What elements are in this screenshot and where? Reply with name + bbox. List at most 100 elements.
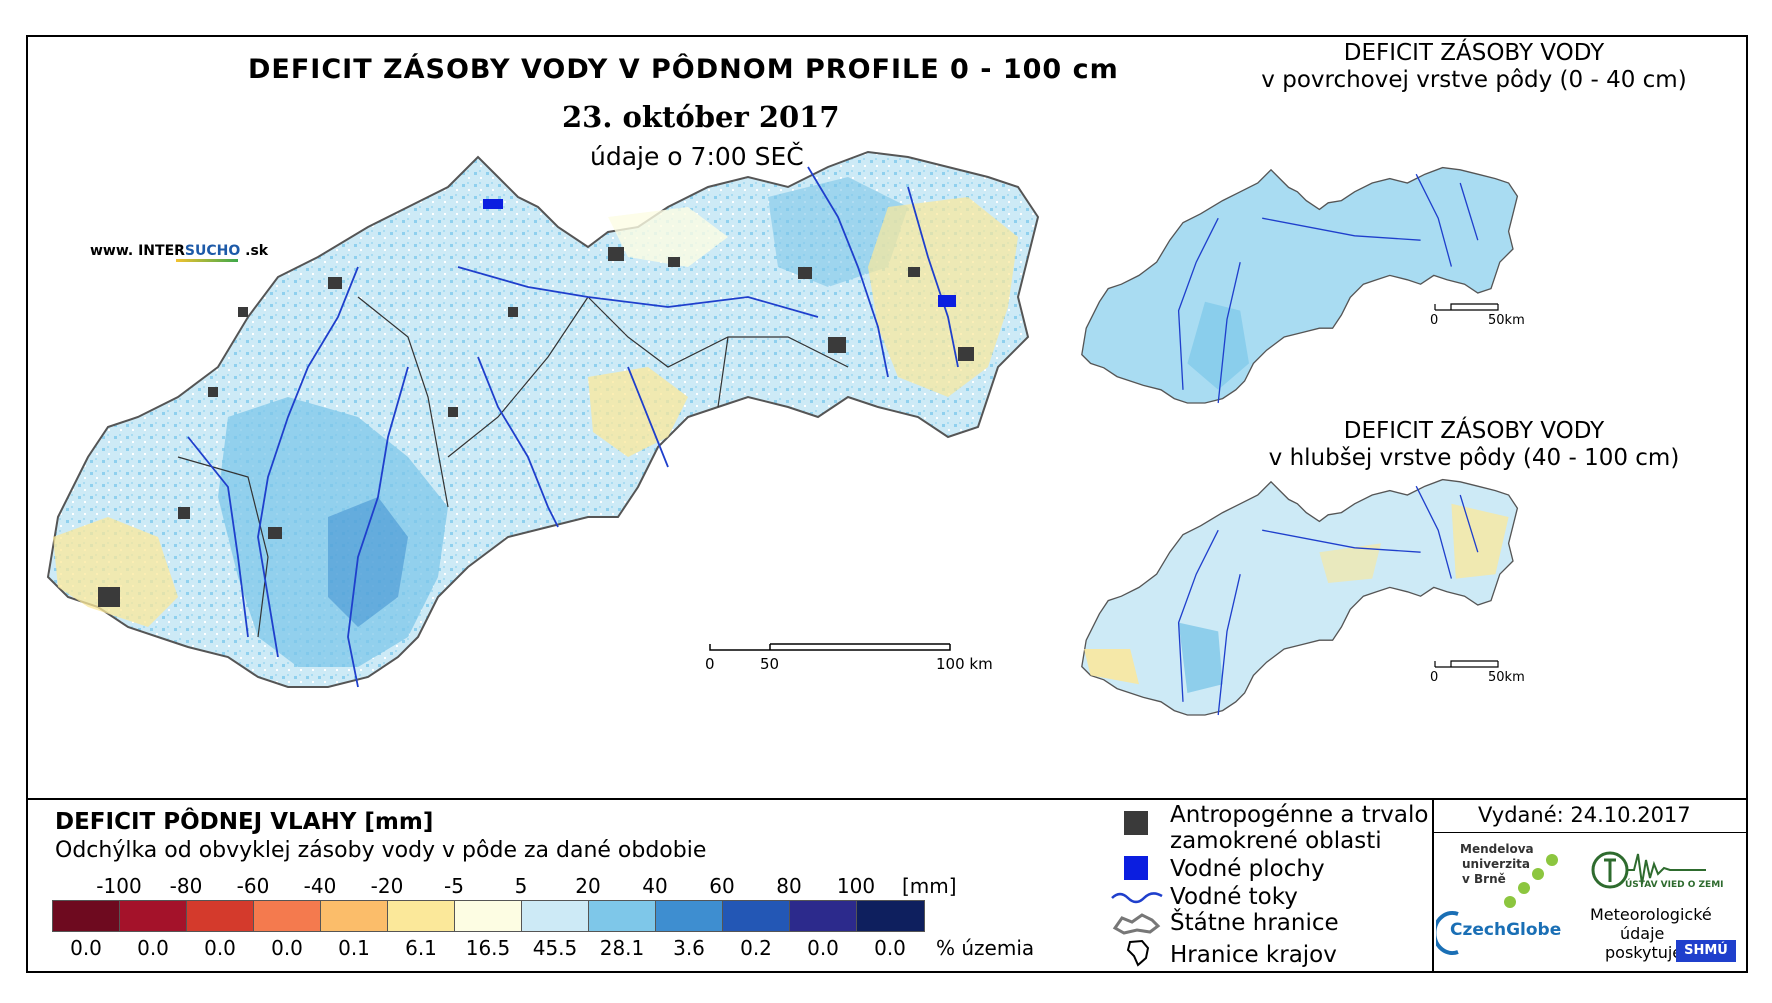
urban-area-label-line2: zamokrené oblasti <box>1170 828 1382 854</box>
legend-percent-label: 28.1 <box>599 936 645 960</box>
river-symbol <box>1111 892 1163 904</box>
legend-break-label: 5 <box>514 874 528 898</box>
legend-percent-label: 0.0 <box>807 936 839 960</box>
inset-top-scale-label-0: 0 <box>1430 313 1439 328</box>
legend-break-label: -100 <box>96 874 142 898</box>
legend-break-label: 60 <box>709 874 735 898</box>
legend-title: DEFICIT PÔDNEJ VLAHY [mm] <box>55 809 434 835</box>
legend-color-swatch <box>120 901 187 931</box>
rivers-main <box>187 166 959 688</box>
legend-percent-unit: % územia <box>936 936 1035 960</box>
main-scale-label-100: 100 km <box>936 655 993 673</box>
legend-percent-label: 0.2 <box>740 936 772 960</box>
water-body <box>938 295 956 307</box>
legend-percent-label: 0.0 <box>204 936 236 960</box>
legend-color-swatch <box>388 901 455 931</box>
mendel-dots-logo <box>1504 854 1558 908</box>
inset-bottom-title-line2: v hlubšej vrstve pôdy (40 - 100 cm) <box>1268 445 1680 471</box>
legend-color-swatch <box>656 901 723 931</box>
inset-bottom-scale-label-50: 50km <box>1488 670 1525 685</box>
website-label[interactable]: www. INTERSUCHO .sk <box>90 243 269 259</box>
mendel-logo-line2: univerzita <box>1462 857 1531 871</box>
meteo-provider-line1: Meteorologické <box>1590 905 1712 924</box>
main-map-title: DEFICIT ZÁSOBY VODY V PÔDNOM PROFILE 0 -… <box>248 54 1119 85</box>
legend-break-label: -40 <box>303 874 337 898</box>
inset-surface-shape <box>1081 166 1519 404</box>
issued-date: Vydané: 24.10.2017 <box>1478 803 1691 827</box>
inset-top-scale-label-50: 50km <box>1488 313 1525 328</box>
dry-zone-southeast <box>588 367 688 457</box>
legend-percent-label: 0.0 <box>137 936 169 960</box>
legend-color-swatch <box>589 901 656 931</box>
legend-unit: [mm] <box>902 874 957 898</box>
water-body-swatch <box>1124 856 1148 880</box>
main-scale-bar <box>709 643 951 651</box>
legend-break-label: 100 <box>836 874 876 898</box>
czechglobe-swoosh <box>1436 911 1459 955</box>
state-border-symbol <box>1112 913 1161 935</box>
mendel-logo-line3: v Brně <box>1462 872 1506 886</box>
main-scale-label-0: 0 <box>705 655 715 673</box>
dry-zone-southwest <box>53 517 178 627</box>
main-map-date: 23. október 2017 <box>562 100 840 134</box>
legend-color-swatch <box>857 901 924 931</box>
credits-divider <box>1432 798 1434 973</box>
inset-map-surface <box>1081 166 1519 404</box>
map-canvas <box>46 150 1519 716</box>
state-border-label: Štátne hranice <box>1170 910 1339 936</box>
inset-bottom-scale-label-0: 0 <box>1430 670 1439 685</box>
region-borders <box>177 296 849 638</box>
inset-top-scale-bar <box>1434 303 1499 311</box>
inset-top-title-line2: v povrchovej vrstve pôdy (0 - 40 cm) <box>1261 67 1687 93</box>
legend-percent-label: 3.6 <box>673 936 705 960</box>
legend-color-swatch <box>723 901 790 931</box>
czechglobe-logo: CzechGlobe <box>1450 920 1562 940</box>
main-map <box>46 150 1040 688</box>
region-border-label: Hranice krajov <box>1170 942 1337 968</box>
issued-divider <box>1432 832 1748 833</box>
legend-percent-label: 0.0 <box>271 936 303 960</box>
main-map-time: údaje o 7:00 SEČ <box>590 142 804 171</box>
legend-subtitle: Odchýlka od obvyklej zásoby vody v pôde … <box>55 838 707 863</box>
legend-percent-label: 6.1 <box>405 936 437 960</box>
legend-color-swatch <box>254 901 321 931</box>
water-body <box>483 199 503 209</box>
mendel-logo-line1: Mendelova <box>1460 842 1534 856</box>
legend-color-swatch <box>187 901 254 931</box>
legend-break-label: -5 <box>444 874 464 898</box>
legend-divider <box>26 798 1748 800</box>
urban-area-label: Antropogénne a trvalo <box>1170 802 1429 828</box>
legend-colorbar <box>52 900 925 932</box>
legend-break-label: -60 <box>236 874 270 898</box>
water-body-label: Vodné plochy <box>1170 856 1325 882</box>
legend-break-label: 40 <box>642 874 668 898</box>
inset-bottom-scale-bar <box>1434 660 1499 668</box>
urban-areas <box>98 247 974 607</box>
legend-color-swatch <box>455 901 522 931</box>
legend-break-label: -20 <box>370 874 404 898</box>
shmu-logo: SHMÚ <box>1676 940 1736 962</box>
main-scale-label-50: 50 <box>760 655 780 673</box>
legend-percent-label: 0.0 <box>70 936 102 960</box>
urban-area-swatch <box>1124 811 1148 835</box>
inset-top-title-line1: DEFICIT ZÁSOBY VODY <box>1343 40 1605 66</box>
inset-map-deep <box>1081 478 1519 716</box>
legend-percent-label: 16.5 <box>465 936 511 960</box>
inset-bottom-title-line1: DEFICIT ZÁSOBY VODY <box>1343 418 1605 444</box>
meteo-provider-line3: poskytuje: <box>1605 943 1688 962</box>
legend-percent-label: 0.1 <box>338 936 370 960</box>
dry-zone-north <box>608 207 728 267</box>
website-underline <box>176 259 238 262</box>
legend-break-label: 80 <box>776 874 802 898</box>
region-border-symbol <box>1126 939 1150 967</box>
legend-break-label: 20 <box>575 874 601 898</box>
legend-color-swatch <box>321 901 388 931</box>
meteo-provider-line2: údaje <box>1620 924 1665 943</box>
legend-percent-label: 0.0 <box>874 936 906 960</box>
wet-zone-core <box>328 497 408 627</box>
legend-color-swatch <box>790 901 857 931</box>
uvz-logo <box>1591 851 1706 889</box>
river-label: Vodné toky <box>1170 884 1298 910</box>
legend-color-swatch <box>53 901 120 931</box>
legend-percent-label: 45.5 <box>532 936 578 960</box>
